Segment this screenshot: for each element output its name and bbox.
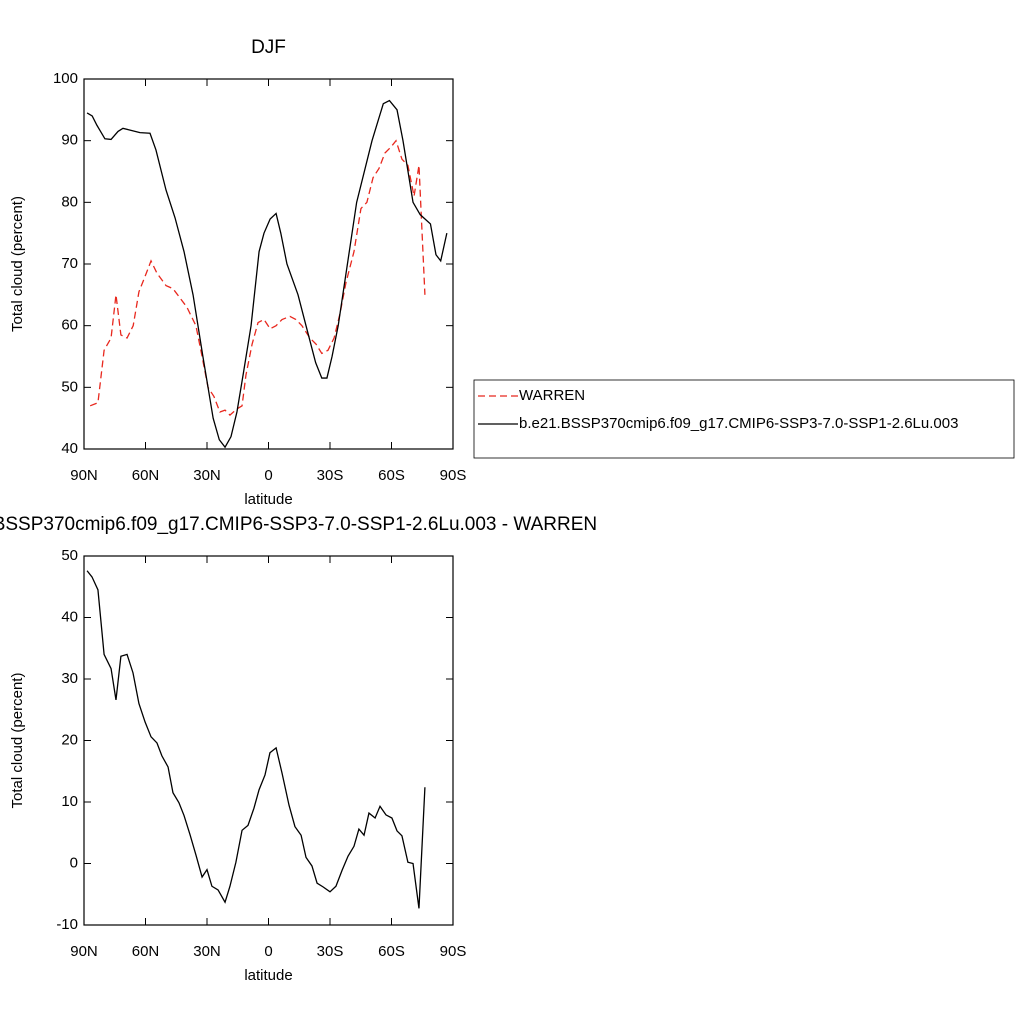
y-tick-label: -10 [56,916,78,933]
y-tick-label: 40 [61,440,78,457]
chart-title: DJF [251,37,286,58]
legend: WARREN b.e21.BSSP370cmip6.f09_g17.CMIP6-S… [473,379,1015,459]
x-tick-label: 30N [193,467,221,484]
y-tick-label: 40 [61,608,78,625]
y-tick-label: 50 [61,547,78,564]
y-axis-title: Total cloud (percent) [9,196,26,332]
data-line [89,139,426,416]
x-tick-label: 0 [264,943,272,960]
y-tick-label: 30 [61,670,78,687]
x-tick-label: 0 [264,467,272,484]
plot-frame [83,555,454,926]
x-axis-title: latitude [244,967,292,984]
x-axis-title: latitude [244,491,292,508]
x-tick-label: 90S [440,943,467,960]
y-tick-label: 80 [61,193,78,210]
x-tick-label: 30S [317,943,344,960]
chart-title: b.e21.BSSP370cmip6.f09_g17.CMIP6-SSP3-7.… [0,514,597,535]
x-tick-label: 90S [440,467,467,484]
x-tick-label: 60N [132,943,160,960]
data-line [86,570,426,909]
legend-box [473,379,1015,459]
x-tick-label: 30S [317,467,344,484]
x-tick-label: 60S [378,467,405,484]
x-tick-label: 90N [70,467,98,484]
y-tick-label: 20 [61,731,78,748]
x-tick-label: 30N [193,943,221,960]
x-tick-label: 60S [378,943,405,960]
y-tick-label: 10 [61,793,78,810]
y-tick-label: 0 [70,854,78,871]
y-tick-label: 70 [61,255,78,272]
x-tick-label: 60N [132,467,160,484]
plot-frame [83,78,454,450]
y-tick-label: 100 [53,70,78,87]
y-tick-label: 60 [61,317,78,334]
y-axis-title: Total cloud (percent) [9,673,26,809]
y-tick-label: 90 [61,132,78,149]
y-tick-label: 50 [61,378,78,395]
x-tick-label: 90N [70,943,98,960]
legend-label: b.e21.BSSP370cmip6.f09_g17.CMIP6-SSP3-7.… [519,415,958,432]
legend-label: WARREN [519,387,585,404]
data-line [86,99,448,449]
